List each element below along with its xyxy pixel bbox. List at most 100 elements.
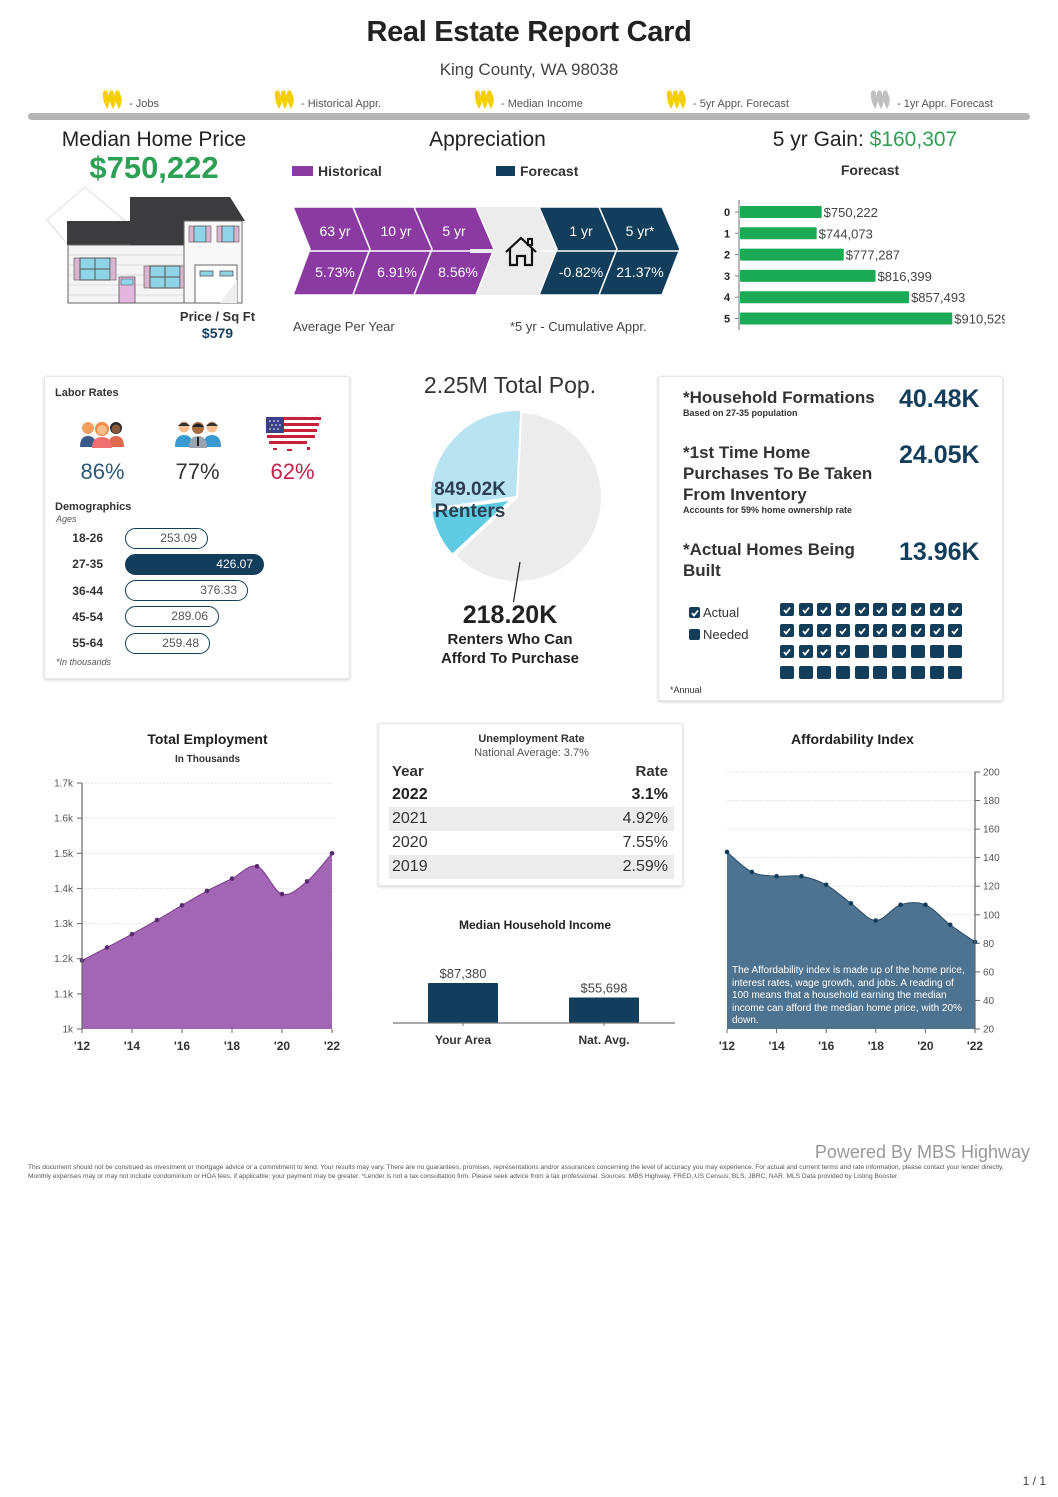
pie-title: 2.25M Total Pop. (423, 372, 597, 398)
age-label: 45-54 (72, 609, 103, 624)
checked-square-icon (929, 624, 944, 637)
y-tick-label: 160 (983, 825, 1000, 836)
legend-forecast: Forecast (496, 163, 578, 179)
y-tick-label: 5 (724, 314, 730, 326)
checked-square-icon (854, 603, 869, 616)
checked-square-icon (948, 624, 963, 637)
checked-square-icon (780, 603, 794, 616)
demographic-row: 27-35 426.07 (45, 553, 264, 575)
demographic-row: 55-64 259.48 (45, 632, 210, 654)
legend-item: - Jobs (100, 84, 159, 110)
data-point (923, 902, 928, 908)
square-icon (873, 645, 888, 658)
row-year: 2020 (392, 834, 428, 851)
period-10yr: 10 yr (380, 223, 411, 239)
x-tick-label: Your Area (435, 1033, 491, 1047)
x-tick-label: '16 (174, 1039, 191, 1053)
bar-value-label: $857,493 (911, 290, 965, 305)
gain-heading: 5 yr Gain: $160,307 (700, 128, 1030, 152)
legend-item-label: - 5yr Appr. Forecast (693, 98, 789, 110)
affordability-title: Affordability Index (791, 731, 914, 747)
median-price-value: $750,222 (89, 150, 219, 185)
checked-square-icon (817, 645, 832, 658)
data-point (229, 876, 235, 881)
checked-square-icon (948, 603, 963, 616)
data-point (329, 850, 335, 856)
y-tick-label: 1.4k (54, 884, 74, 895)
disclaimer: This document should not be construed as… (28, 1164, 1004, 1180)
household-formations-value: 40.48K (899, 385, 980, 413)
demographic-row: 45-54 289.06 (45, 606, 219, 628)
median-price-heading: Median Home Price (61, 128, 247, 151)
y-tick-label: 1.1k (54, 989, 74, 1000)
checked-square-icon (892, 624, 907, 637)
y-tick-label: 120 (983, 882, 1000, 893)
bar-value-label: $744,073 (819, 226, 873, 241)
employment-subtitle: In Thousands (175, 754, 240, 765)
checked-square-icon (929, 603, 944, 616)
first-time-sub: Accounts for 59% home ownership rate (683, 505, 853, 515)
checked-square-icon (910, 603, 925, 616)
legend-needed: Needed (689, 627, 749, 642)
rating-flame-icon (474, 90, 494, 109)
renters-value: 849.02K (434, 479, 506, 500)
period-63yr: 63 yr (319, 223, 350, 239)
demographic-row: 36-44 376.33 (45, 580, 248, 602)
row-rate: 3.1% (631, 786, 668, 803)
legend-item-label: - Median Income (501, 98, 583, 110)
age-value-pill: 253.09 (125, 527, 208, 549)
forecast-bar (740, 269, 876, 282)
legend-item: - 5yr Appr. Forecast (664, 84, 789, 110)
y-tick-label: 1 (724, 228, 730, 240)
affordability-area-chart: 20 40 60 80 100 120 140 160 180 200 '12 '14 '16 '18 '2… (719, 768, 1000, 1054)
y-tick-label: 40 (983, 996, 995, 1007)
first-time-value: 24.05K (899, 441, 980, 469)
rating-flame-icon (666, 90, 686, 109)
rating-flame-icon (870, 90, 890, 109)
leader-line (512, 561, 521, 602)
rating-flame-icon (102, 90, 122, 109)
historical-swatch (292, 166, 313, 176)
square-icon (798, 666, 813, 679)
age-value-pill: 426.07 (125, 553, 264, 575)
income-bar (569, 997, 639, 1023)
square-icon (873, 666, 888, 679)
square-icon (892, 645, 907, 658)
labor-rate-men: 77% (175, 459, 220, 484)
checked-square-icon (836, 624, 851, 637)
men-group-icon (175, 421, 221, 448)
income-bar (428, 983, 498, 1023)
y-tick-label: 200 (983, 768, 1000, 779)
forecast-bar (740, 248, 844, 261)
y-tick-label: 100 (983, 910, 1000, 921)
unemployment-card: Unemployment Rate National Average: 3.7%… (378, 723, 683, 886)
labor-rate-women: 86% (80, 459, 125, 484)
checked-square-icon (873, 624, 888, 637)
data-point (254, 863, 260, 869)
actual-built-value: 13.96K (899, 538, 980, 566)
pie-slice-renters (429, 409, 523, 511)
house-illustration (46, 186, 245, 304)
data-point (749, 869, 755, 875)
y-tick-label: 60 (983, 967, 995, 978)
data-point (104, 945, 110, 950)
note-average-per-year: Average Per Year (293, 319, 395, 334)
population-pie-chart (429, 409, 603, 602)
data-point (873, 918, 879, 923)
age-label: 27-35 (72, 557, 103, 572)
data-point (154, 917, 160, 923)
square-icon (836, 666, 851, 679)
data-point (799, 873, 804, 879)
forecast-bar (740, 312, 953, 325)
bar-value-label: $777,287 (846, 248, 900, 263)
value-10yr: 6.91% (377, 264, 417, 280)
data-point (129, 931, 135, 937)
x-tick-label: '12 (719, 1039, 736, 1053)
appreciation-heading: Appreciation (429, 128, 546, 151)
square-icon (948, 645, 963, 658)
powered-by: Powered By MBS Highway (814, 1142, 1030, 1162)
data-point (179, 902, 185, 908)
annual-footnote: *Annual (670, 685, 702, 695)
forecast-swatch (496, 166, 515, 176)
y-tick-label: 2 (724, 250, 730, 262)
